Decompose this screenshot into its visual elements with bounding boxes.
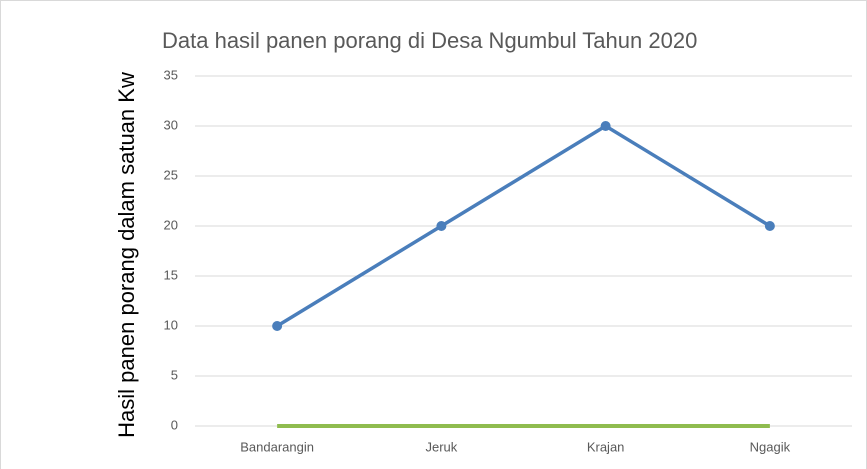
x-tick-label: Jeruk [425, 439, 457, 454]
y-tick-label: 15 [164, 267, 178, 282]
data-point [436, 221, 447, 231]
y-tick-label: 0 [171, 417, 178, 432]
y-tick-label: 25 [164, 167, 178, 182]
chart-title: Data hasil panen porang di Desa Ngumbul … [162, 28, 697, 53]
y-tick-label: 35 [164, 67, 178, 82]
y-tick-label: 20 [164, 217, 178, 232]
y-axis-label: Hasil panen porang dalam satuan Kw [114, 72, 139, 438]
series-line [276, 124, 771, 328]
y-tick-label: 10 [164, 317, 178, 332]
x-tick-label: Ngagik [750, 439, 791, 454]
data-point [272, 321, 283, 331]
y-tick-label: 5 [171, 367, 178, 382]
data-point [764, 221, 775, 231]
y-tick-label: 30 [164, 117, 178, 132]
x-tick-label: Bandarangin [240, 439, 314, 454]
data-point [600, 121, 611, 131]
x-tick-label: Krajan [587, 439, 625, 454]
